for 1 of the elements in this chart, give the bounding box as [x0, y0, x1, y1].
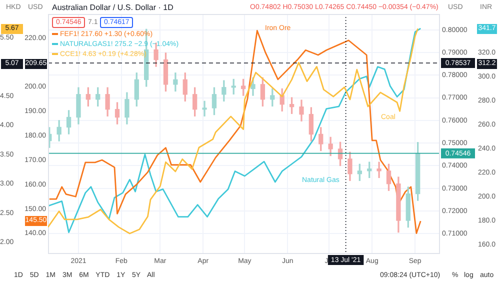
- chart-title: Australian Dollar / U.S. Dollar · 1D: [52, 3, 174, 12]
